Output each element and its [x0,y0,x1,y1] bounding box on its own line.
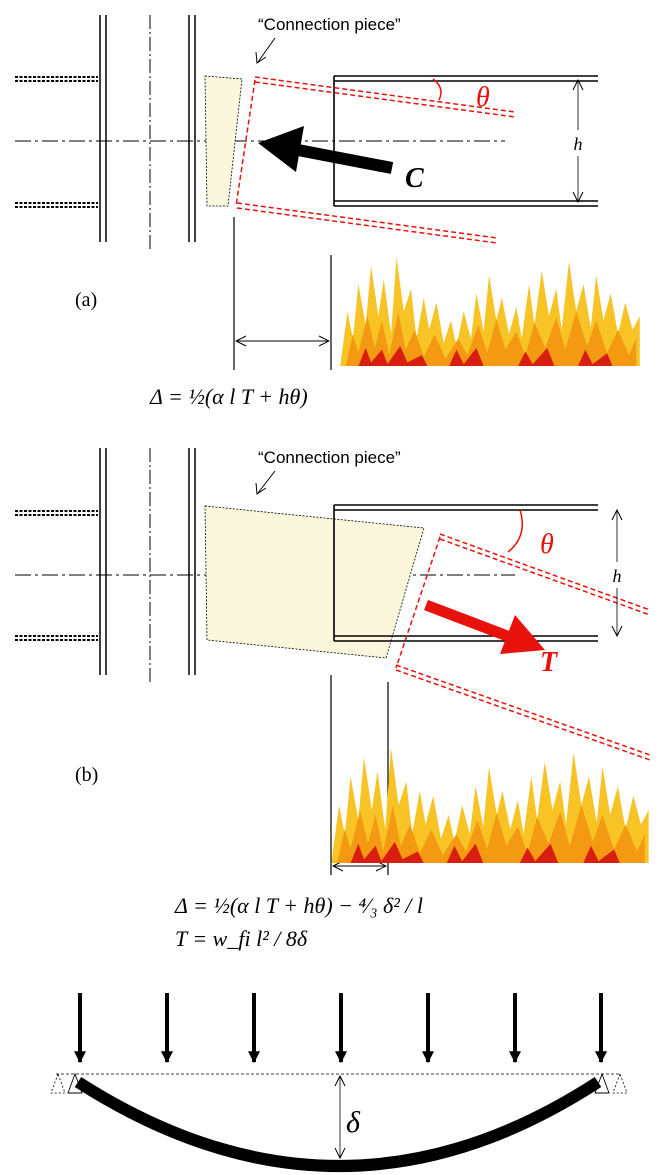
h-label-a: h [574,134,583,154]
beam-a [333,75,598,207]
force-c-arrowhead [258,126,304,172]
connection-piece-label-b: “Connection piece” [258,448,401,467]
panel-label-b: (b) [75,764,98,786]
connection-pointer-head-b [255,482,267,495]
deflected-beam [74,1076,602,1172]
fire-b [331,747,649,863]
formula-b-2: T = w_fi l² / 8δ [175,926,308,951]
panel-a: θ h C “Connection piece” (a) Δ = ½(α l T… [15,15,640,409]
theta-arc-a [432,78,442,101]
h-label-bg-a [566,130,590,156]
force-t-label: T [540,647,559,678]
connection-plate-b [204,505,425,659]
load-arrows [74,993,607,1064]
force-c-arrow [296,144,394,174]
force-t-arrow [424,599,512,643]
connection-plate-a [204,75,243,207]
connection-pointer-a [257,37,276,63]
force-t-arrowhead [500,615,545,654]
connection-pointer-head-a [255,51,267,64]
panel-c: δ [50,993,628,1172]
column-b [15,448,196,685]
beam-b [333,504,598,642]
h-label-bg-b [605,562,629,588]
theta-arc-b [507,509,523,553]
fire-a [340,257,640,366]
connection-piece-label-a: “Connection piece” [258,15,401,34]
delta-label-c: δ [346,1106,361,1139]
panel-label-a: (a) [75,289,97,311]
formula-a: Δ = ½(α l T + hθ) [149,384,308,409]
force-c-label: C [405,163,424,194]
theta-label-b: θ [540,529,554,560]
left-support-ghost [50,1072,66,1094]
h-label-b: h [613,566,622,586]
right-support-ghost [612,1072,628,1094]
panel-b: θ h T “Connection piece” (b) Δ = ½(α l T… [15,448,651,951]
column-a [15,15,196,250]
connection-pointer-b [257,470,276,494]
theta-label-a: θ [476,82,490,113]
formula-b-1: Δ = ½(α l T + hθ) − ⁴⁄₃ δ² / l [174,893,423,918]
rotated-beam-outline-a [235,76,516,244]
